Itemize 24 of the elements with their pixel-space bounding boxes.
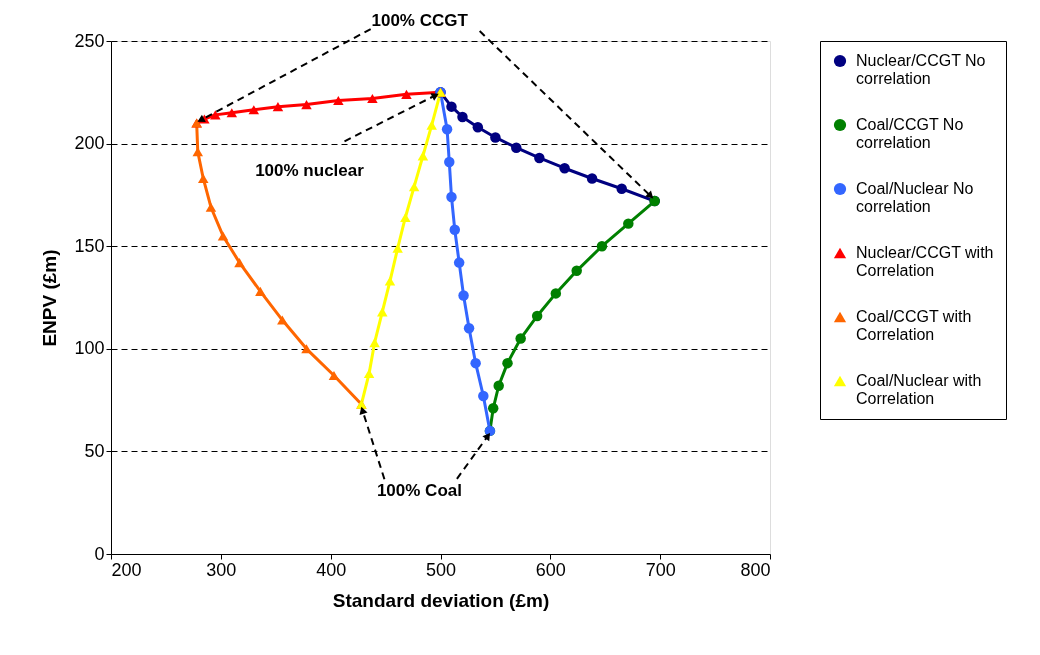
y-tick-label: 200 — [74, 133, 105, 154]
x-tick-label: 400 — [316, 559, 347, 580]
legend-label: Coal/Nuclear No correlation — [856, 180, 974, 215]
y-tick-label: 50 — [84, 440, 105, 461]
y-tick-label: 250 — [74, 30, 105, 51]
x-tick-label: 200 — [111, 559, 142, 580]
legend-label: Coal/CCGT with Correlation — [856, 308, 972, 343]
annotation: 100% Coal — [376, 481, 462, 501]
legend-label: Coal/Nuclear with Correlation — [856, 372, 982, 407]
x-axis-title: Standard deviation (£m) — [332, 589, 550, 611]
x-tick-label: 700 — [645, 559, 676, 580]
y-axis-title: ENPV (£m) — [39, 249, 61, 347]
annotation: 100% CCGT — [371, 11, 469, 31]
legend-label: Nuclear/CCGT with Correlation — [856, 244, 994, 279]
y-tick-label: 0 — [94, 543, 105, 564]
legend-label: Nuclear/CCGT No correlation — [856, 52, 986, 87]
x-tick-label: 800 — [740, 559, 771, 580]
x-tick-label: 300 — [206, 559, 237, 580]
legend-label: Coal/CCGT No correlation — [856, 116, 964, 151]
annotation: 100% nuclear — [255, 161, 365, 181]
y-tick-label: 100 — [74, 338, 105, 359]
x-tick-label: 500 — [425, 559, 457, 580]
y-tick-label: 150 — [74, 235, 105, 256]
x-tick-label: 600 — [535, 559, 566, 580]
